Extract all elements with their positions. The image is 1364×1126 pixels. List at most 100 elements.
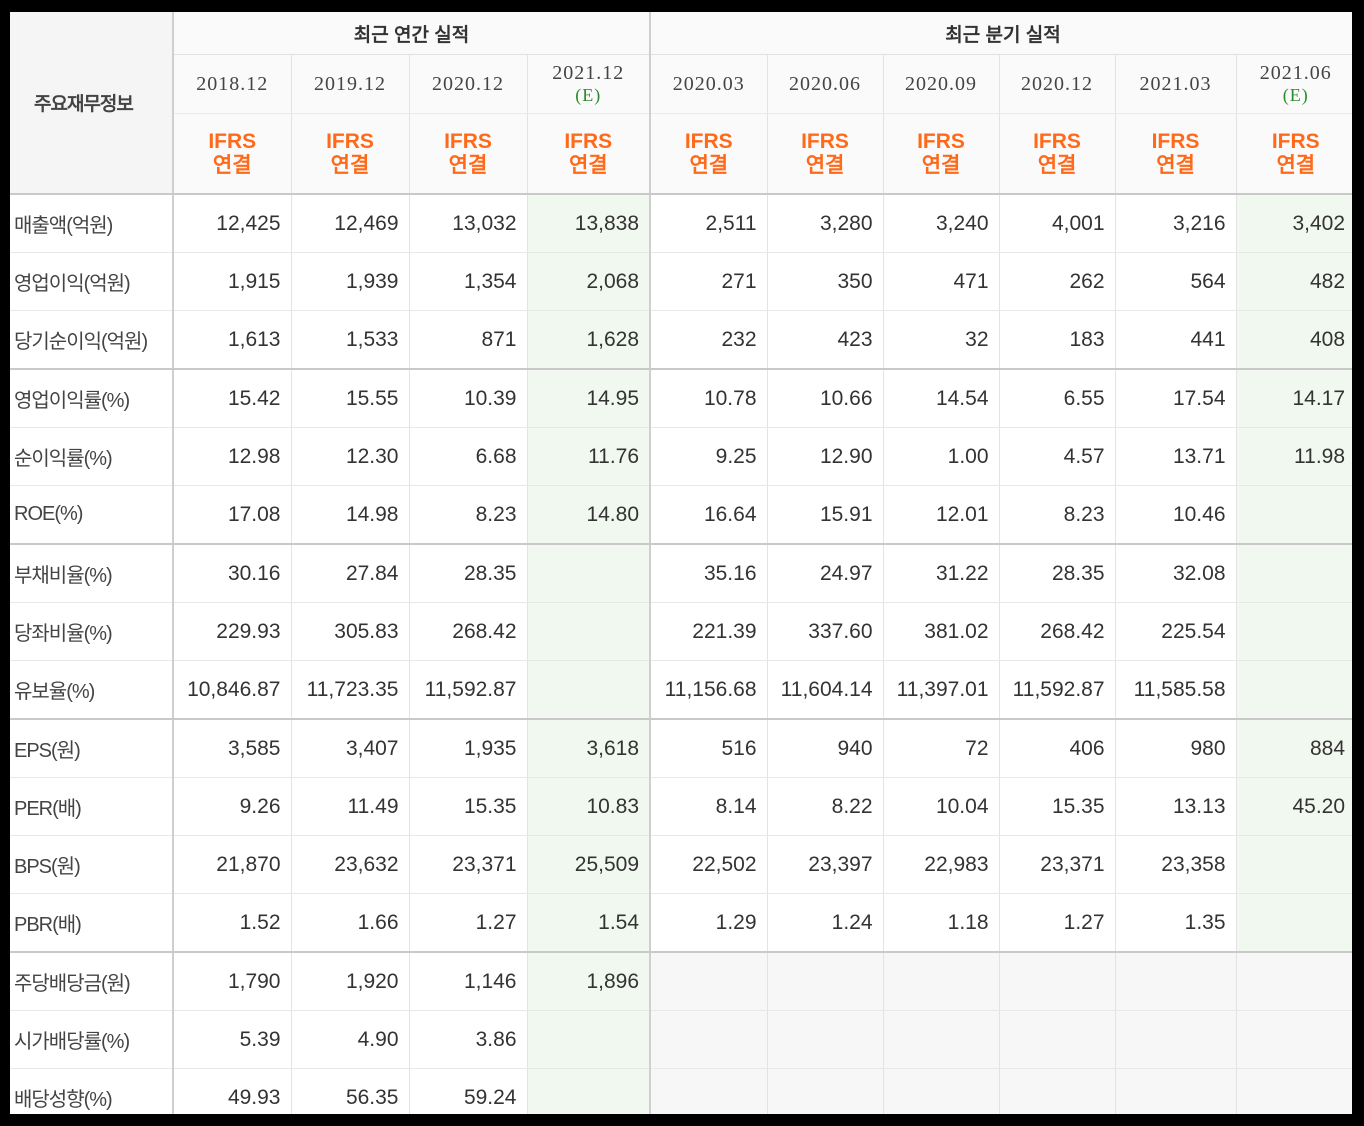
table-row: EPS(원) 3,585 3,407 1,935 3,618 516 940 72 406 980… xyxy=(10,719,1352,778)
value-cell: 940 xyxy=(766,719,884,778)
value-cell: 28.35 xyxy=(408,544,527,603)
value-cell xyxy=(526,544,651,603)
value-cell: 59.24 xyxy=(408,1068,527,1114)
accounting-basis: IFRS 연결 xyxy=(408,113,527,195)
period-header: 2020.12 xyxy=(998,54,1116,114)
value-cell xyxy=(1114,1010,1237,1069)
accounting-basis: IFRS 연결 xyxy=(1235,113,1352,195)
basis-consolidation: 연결 xyxy=(921,153,961,177)
period-header: 2021.06 (E) xyxy=(1235,54,1352,114)
table-row: 유보율(%) 10,846.87 11,723.35 11,592.87 11,156.… xyxy=(10,660,1352,720)
value-cell: 17.08 xyxy=(172,485,291,545)
value-cell: 9.25 xyxy=(649,427,768,486)
value-cell xyxy=(766,1068,884,1114)
value-cell: 232 xyxy=(649,310,768,370)
value-cell: 3,402 xyxy=(1235,194,1352,253)
value-cell: 6.68 xyxy=(408,427,527,486)
value-cell: 3,585 xyxy=(172,719,291,778)
row-label: 시가배당률(%) xyxy=(10,1010,174,1069)
value-cell xyxy=(1235,952,1352,1011)
value-cell: 15.35 xyxy=(408,777,527,836)
basis-standard: IFRS xyxy=(564,129,613,153)
value-cell: 183 xyxy=(998,310,1116,370)
basis-consolidation: 연결 xyxy=(1276,153,1316,177)
value-cell: 1.24 xyxy=(766,893,884,953)
value-cell: 1.35 xyxy=(1114,893,1237,953)
value-cell: 15.91 xyxy=(766,485,884,545)
value-cell xyxy=(1235,1068,1352,1114)
value-cell xyxy=(649,952,768,1011)
value-cell: 23,397 xyxy=(766,835,884,894)
period-date: 2019.12 xyxy=(314,73,386,95)
value-cell xyxy=(1235,660,1352,720)
row-label: 주당배당금(원) xyxy=(10,952,174,1011)
value-cell: 1.18 xyxy=(882,893,1000,953)
period-date: 2020.06 xyxy=(789,73,862,95)
basis-consolidation: 연결 xyxy=(212,153,252,177)
value-cell: 11,604.14 xyxy=(766,660,884,720)
table-row: ROE(%) 17.08 14.98 8.23 14.80 16.64 15.91 12.01… xyxy=(10,485,1352,545)
estimate-marker: (E) xyxy=(575,85,602,105)
basis-consolidation: 연결 xyxy=(1156,153,1195,177)
value-cell: 423 xyxy=(766,310,884,370)
value-cell: 1,533 xyxy=(290,310,409,370)
row-label: 부채비율(%) xyxy=(10,544,174,603)
table-row: 영업이익률(%) 15.42 15.55 10.39 14.95 10.78 10.66 14… xyxy=(10,369,1352,428)
value-cell: 15.55 xyxy=(290,369,409,428)
value-cell: 23,358 xyxy=(1114,835,1237,894)
period-header: 2019.12 xyxy=(290,54,409,114)
value-cell: 15.35 xyxy=(998,777,1116,836)
value-cell: 1,915 xyxy=(172,252,291,311)
value-cell: 16.64 xyxy=(649,485,768,545)
value-cell: 12.98 xyxy=(172,427,291,486)
value-cell xyxy=(649,1068,768,1114)
value-cell: 482 xyxy=(1235,252,1352,311)
accounting-basis: IFRS 연결 xyxy=(1114,113,1237,195)
value-cell: 14.95 xyxy=(526,369,651,428)
value-cell: 30.16 xyxy=(172,544,291,603)
row-label: 배당성향(%) xyxy=(10,1068,174,1114)
table-row: 부채비율(%) 30.16 27.84 28.35 35.16 24.97 31.22 28.… xyxy=(10,544,1352,603)
period-header: 2020.06 xyxy=(766,54,884,114)
value-cell: 1,935 xyxy=(408,719,527,778)
value-cell xyxy=(526,1068,651,1114)
row-label: 유보율(%) xyxy=(10,660,174,720)
value-cell: 8.23 xyxy=(408,485,527,545)
value-cell: 229.93 xyxy=(172,602,291,661)
value-cell xyxy=(882,952,1000,1011)
table-row: 매출액(억원) 12,425 12,469 13,032 13,838 2,511 3,28… xyxy=(10,194,1352,253)
value-cell: 12.90 xyxy=(766,427,884,486)
value-cell: 3.86 xyxy=(408,1010,527,1069)
basis-consolidation: 연결 xyxy=(689,153,729,177)
value-cell: 14.17 xyxy=(1235,369,1352,428)
value-cell: 1.29 xyxy=(649,893,768,953)
value-cell: 13.13 xyxy=(1114,777,1237,836)
value-cell: 225.54 xyxy=(1114,602,1237,661)
value-cell xyxy=(526,1010,651,1069)
value-cell: 12.01 xyxy=(882,485,1000,545)
value-cell: 2,068 xyxy=(526,252,651,311)
period-date: 2020.12 xyxy=(432,73,504,95)
value-cell xyxy=(1235,835,1352,894)
value-cell xyxy=(766,952,884,1011)
value-cell: 1,790 xyxy=(172,952,291,1011)
row-label: PBR(배) xyxy=(10,893,174,953)
accounting-basis: IFRS 연결 xyxy=(998,113,1116,195)
period-date: 2021.06 xyxy=(1259,62,1332,84)
basis-standard: IFRS xyxy=(208,129,257,153)
period-header: 2018.12 xyxy=(172,54,291,114)
value-cell: 1.27 xyxy=(408,893,527,953)
estimate-marker: (E) xyxy=(1282,85,1309,105)
value-cell xyxy=(1114,952,1237,1011)
basis-consolidation: 연결 xyxy=(568,153,608,177)
value-cell: 305.83 xyxy=(290,602,409,661)
accounting-basis: IFRS 연결 xyxy=(882,113,1000,195)
value-cell: 11,723.35 xyxy=(290,660,409,720)
value-cell: 21,870 xyxy=(172,835,291,894)
value-cell: 11.49 xyxy=(290,777,409,836)
value-cell: 11,592.87 xyxy=(998,660,1116,720)
value-cell: 8.22 xyxy=(766,777,884,836)
value-cell: 14.98 xyxy=(290,485,409,545)
value-cell: 13,838 xyxy=(526,194,651,253)
value-cell xyxy=(766,1010,884,1069)
